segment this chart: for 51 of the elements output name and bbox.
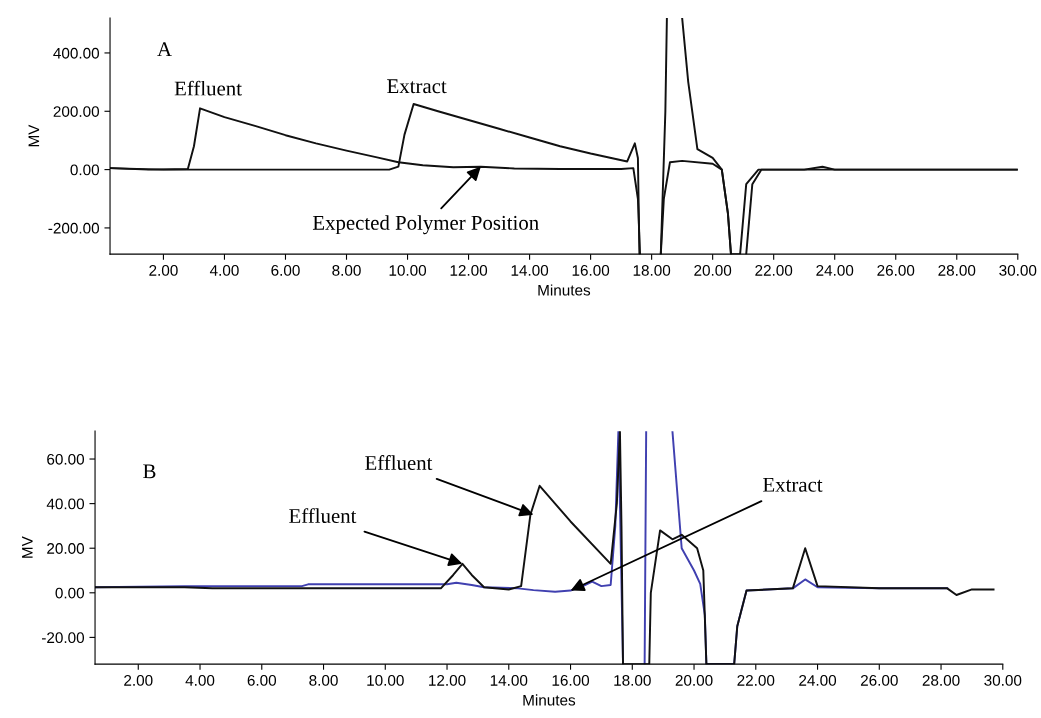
x-tick-label: 2.00 bbox=[149, 264, 178, 276]
y-tick-label: -20.00 bbox=[41, 632, 85, 644]
x-tick-label: 18.00 bbox=[614, 674, 651, 686]
x-tick-label: 28.00 bbox=[938, 264, 976, 276]
annotation: Expected Polymer Position bbox=[312, 215, 539, 235]
x-axis-title: Minutes bbox=[523, 694, 576, 706]
annotation: Effluent bbox=[289, 508, 357, 524]
x-tick-label: 12.00 bbox=[429, 674, 466, 686]
x-tick-label: 24.00 bbox=[816, 264, 854, 276]
x-tick-label: 24.00 bbox=[799, 674, 837, 686]
x-tick-label: 16.00 bbox=[572, 264, 610, 276]
x-tick-label: 2.00 bbox=[124, 674, 153, 686]
annotation: B bbox=[143, 464, 156, 479]
x-tick-label: 8.00 bbox=[332, 264, 361, 276]
y-tick-label: 60.00 bbox=[47, 453, 85, 465]
x-tick-label: 30.00 bbox=[999, 264, 1037, 276]
x-tick-label: 4.00 bbox=[209, 264, 239, 276]
x-tick-label: 18.00 bbox=[633, 264, 671, 276]
x-tick-label: 26.00 bbox=[877, 264, 915, 276]
annotation: Effluent bbox=[174, 80, 242, 96]
y-tick-label: 200.00 bbox=[53, 106, 100, 117]
x-axis-title: Minutes bbox=[538, 284, 591, 296]
x-tick-label: 6.00 bbox=[271, 264, 300, 276]
y-tick-label: 20.00 bbox=[47, 543, 85, 554]
annotation: Extract bbox=[387, 79, 447, 94]
y-tick-label: 40.00 bbox=[46, 498, 85, 510]
x-tick-label: 20.00 bbox=[694, 264, 732, 276]
x-tick-label: 8.00 bbox=[309, 674, 338, 686]
x-tick-label: 22.00 bbox=[755, 264, 793, 276]
annotation: A bbox=[157, 42, 172, 57]
x-tick-label: 14.00 bbox=[490, 674, 528, 686]
annotation: Effluent bbox=[365, 455, 433, 470]
x-tick-label: 6.00 bbox=[247, 674, 277, 686]
x-tick-label: 16.00 bbox=[552, 674, 590, 686]
annotation: Extract bbox=[763, 477, 823, 492]
x-tick-label: 10.00 bbox=[367, 674, 404, 686]
y-axis-title: MV bbox=[22, 536, 33, 558]
x-tick-label: 14.00 bbox=[511, 264, 549, 276]
y-axis-title: MV bbox=[28, 124, 40, 147]
x-tick-label: 20.00 bbox=[675, 674, 713, 686]
x-tick-label: 4.00 bbox=[185, 674, 215, 686]
y-tick-label: 0.00 bbox=[55, 587, 85, 599]
x-tick-label: 22.00 bbox=[737, 674, 775, 686]
x-tick-label: 28.00 bbox=[922, 674, 960, 686]
y-tick-label: 400.00 bbox=[53, 47, 100, 59]
x-tick-label: 26.00 bbox=[860, 674, 898, 686]
y-tick-label: -200.00 bbox=[48, 222, 100, 234]
y-tick-label: 0.00 bbox=[70, 164, 100, 176]
x-tick-label: 30.00 bbox=[984, 674, 1022, 686]
x-tick-label: 10.00 bbox=[389, 264, 427, 276]
x-tick-label: 12.00 bbox=[450, 264, 488, 276]
